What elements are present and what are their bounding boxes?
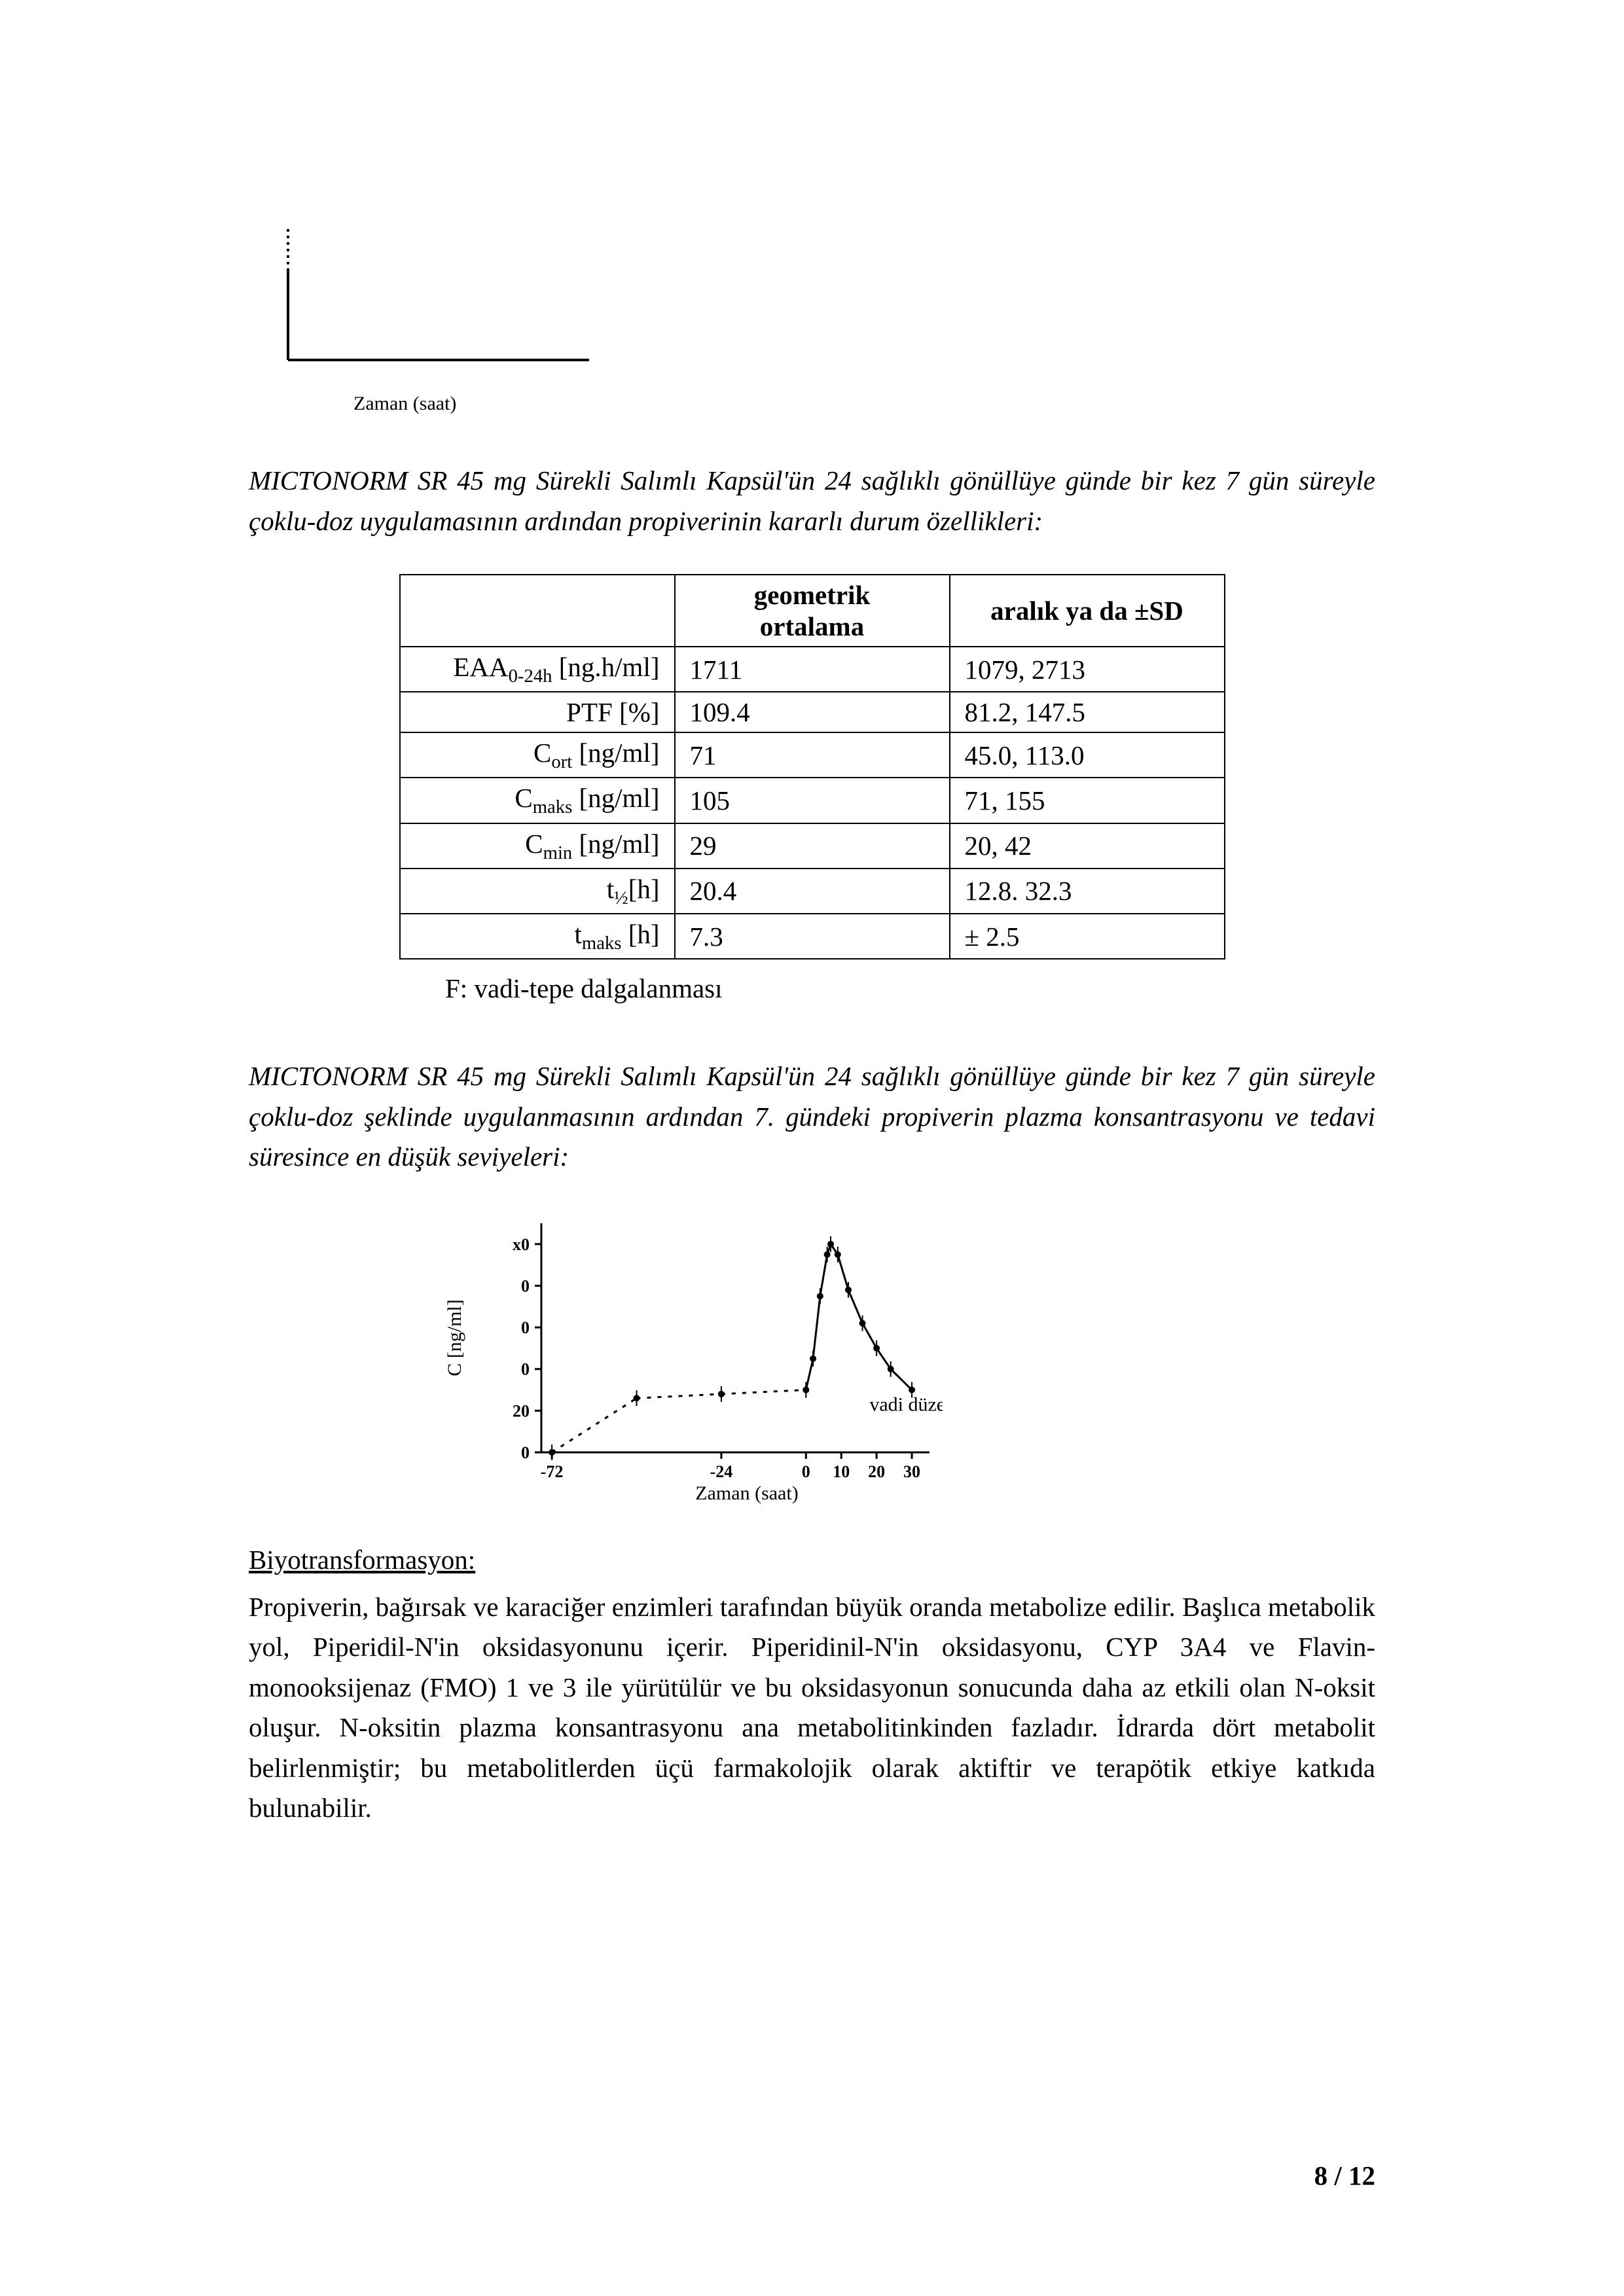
table-cell-range: 81.2, 147.5 <box>950 692 1225 732</box>
table-cell-range: 1079, 2713 <box>950 647 1225 692</box>
svg-text:C [ng/ml]: C [ng/ml] <box>445 1299 465 1376</box>
chart2-plasma-curve: 0 20 0 0 0 x0 -72 -24 0 10 20 30 C [ng/ml] Zaman (saa… <box>445 1210 1375 1511</box>
table-row-label: Cort [ng/ml] <box>400 732 675 778</box>
svg-text:0: 0 <box>521 1276 530 1295</box>
table-row-label: EAA0-24h [ng.h/ml] <box>400 647 675 692</box>
pk-table-head-col2: aralık ya da ±SD <box>950 575 1225 647</box>
svg-text:-24: -24 <box>710 1462 733 1481</box>
table-cell-range: 20, 42 <box>950 823 1225 869</box>
svg-text:20: 20 <box>513 1401 530 1420</box>
table-cell-range: 45.0, 113.0 <box>950 732 1225 778</box>
svg-text:20: 20 <box>868 1462 885 1481</box>
svg-text:0: 0 <box>802 1462 810 1481</box>
svg-text:Zaman (saat): Zaman (saat) <box>695 1482 798 1504</box>
table-row-label: Cmin [ng/ml] <box>400 823 675 869</box>
intro-paragraph-1: MICTONORM SR 45 mg Sürekli Salımlı Kapsü… <box>249 461 1375 541</box>
page-number: 8 / 12 <box>1314 2160 1375 2191</box>
table-cell-geo: 1711 <box>675 647 950 692</box>
svg-text:30: 30 <box>903 1462 920 1481</box>
pk-table: geometrikortalama aralık ya da ±SD EAA0-… <box>399 574 1225 960</box>
table-cell-range: 12.8. 32.3 <box>950 869 1225 914</box>
svg-text:vadi düzeyi: vadi düzeyi <box>869 1393 943 1415</box>
pk-table-head-col1: geometrikortalama <box>675 575 950 647</box>
table-cell-geo: 20.4 <box>675 869 950 914</box>
table-cell-geo: 71 <box>675 732 950 778</box>
table-cell-range: 71, 155 <box>950 778 1225 823</box>
table-row-label: PTF [%] <box>400 692 675 732</box>
svg-text:0: 0 <box>521 1318 530 1337</box>
table-cell-geo: 7.3 <box>675 914 950 959</box>
svg-text:0: 0 <box>521 1443 530 1462</box>
table-footnote: F: vadi-tepe dalgalanması <box>445 973 1375 1004</box>
svg-text:0: 0 <box>521 1359 530 1378</box>
table-cell-geo: 105 <box>675 778 950 823</box>
table-cell-geo: 29 <box>675 823 950 869</box>
table-cell-geo: 109.4 <box>675 692 950 732</box>
intro-paragraph-2: MICTONORM SR 45 mg Sürekli Salımlı Kapsü… <box>249 1056 1375 1177</box>
table-row-label: tmaks [h] <box>400 914 675 959</box>
table-cell-range: ± 2.5 <box>950 914 1225 959</box>
svg-text:10: 10 <box>833 1462 850 1481</box>
section-title-biotransform: Biyotransformasyon: <box>249 1544 1375 1575</box>
svg-text:x0: x0 <box>513 1234 530 1253</box>
pk-table-head-empty <box>400 575 675 647</box>
table-row-label: t½[h] <box>400 869 675 914</box>
chart1-caption: Zaman (saat) <box>353 393 1375 415</box>
svg-text:-72: -72 <box>541 1462 564 1481</box>
chart1-axis-fragment <box>275 229 1375 373</box>
table-row-label: Cmaks [ng/ml] <box>400 778 675 823</box>
biotransformation-paragraph: Propiverin, bağırsak ve karaciğer enziml… <box>249 1587 1375 1829</box>
